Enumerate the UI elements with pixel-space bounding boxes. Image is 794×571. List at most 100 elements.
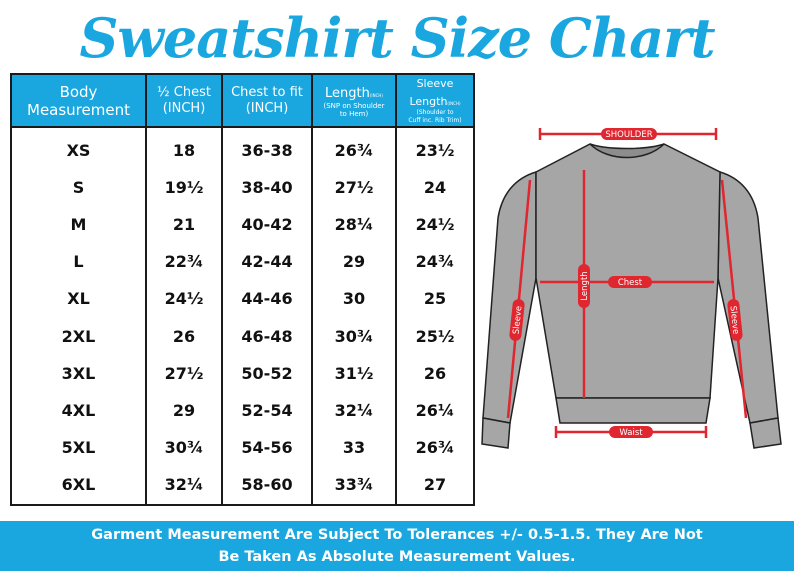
chest-badge [608,276,652,288]
header-label: Body [59,82,98,101]
header-half-chest: ½ Chest (INCH) [147,75,221,126]
table-row: XS 18 36-38 26¾ 23½ [12,132,473,169]
garment-body [535,143,721,399]
size-label: XL [67,289,90,309]
header-note: (Shoulder to [416,109,454,117]
length-label: Length [580,271,590,300]
measurement-cell: 33¾ [334,474,374,494]
measurement-cell: 30 [342,289,366,309]
shoulder-badge [601,128,657,140]
footer-note: Garment Measurement Are Subject To Toler… [0,521,794,571]
footer-line: Garment Measurement Are Subject To Toler… [91,527,703,543]
measurement-cell: 26¾ [415,437,455,457]
header-label: Sleeve [416,76,454,90]
table-row: 3XL 27½ 50-52 31½ 26 [12,355,473,392]
length-badge-group: Length [578,264,590,308]
left-sleeve-line [506,179,532,419]
measurement-cell: 24 [423,178,447,198]
header-label: (INCH) [245,100,289,116]
measurement-cell: 31½ [334,363,374,383]
measurement-cell: 30¾ [164,437,204,457]
sleeve-right-badge-group: Sleeve [727,299,743,341]
right-sleeve [717,170,779,424]
measurement-cell: 32¼ [334,400,374,420]
measurement-cell: 22¾ [164,252,204,272]
measurement-cell: 25½ [415,326,455,346]
sweatshirt-diagram: SHOULDER Chest Length Sleeve Sleeve Wais… [478,118,794,463]
header-note: (SNP on Shoulder [323,101,385,110]
measurement-cell: 30¾ [334,326,374,346]
table-header: Body Measurement ½ Chest (INCH) Chest to… [12,75,473,126]
sleeve-right-badge [727,299,743,341]
header-label: Chest to fit [231,84,303,100]
right-sleeve-line [720,179,748,419]
sleeve-left-badge [509,299,525,341]
measurement-cell: 19½ [164,178,204,198]
chest-label: Chest [618,278,643,288]
measurement-cell: 36-38 [241,141,293,160]
header-note: to Hem) [339,110,369,119]
measurement-cell: 52-54 [241,400,293,420]
size-label: 4XL [61,400,96,420]
measurement-cell: 46-48 [241,326,293,346]
measurement-cell: 38-40 [241,178,293,198]
footer-line: Be Taken As Absolute Measurement Values. [218,549,576,565]
right-cuff [749,417,782,449]
waistband [555,397,711,424]
measurement-cell: 28¼ [334,215,374,235]
size-label: 5XL [61,437,96,457]
header-unit: (INCH) [447,101,461,106]
sleeve-right-label: Sleeve [728,305,741,334]
header-length: Length(INCH) (SNP on Shoulder to Hem) [313,75,395,126]
header-note: Cuff inc. Rib Trim) [408,116,462,124]
measurement-cell: 27 [423,474,447,494]
measurement-cell: 24½ [164,289,204,309]
collar [589,143,665,159]
column-divider [145,75,147,504]
header-label: Length [325,85,370,101]
size-label: S [72,178,85,198]
measurement-cell: 29 [342,252,366,272]
column-divider [221,75,223,504]
header-chest-to-fit: Chest to fit (INCH) [223,75,311,126]
size-label: 2XL [61,326,96,346]
table-row: L 22¾ 42-44 29 24¾ [12,243,473,280]
measurement-cell: 23½ [415,141,455,160]
size-table: Body Measurement ½ Chest (INCH) Chest to… [10,73,475,506]
measurement-cell: 33 [342,437,366,457]
measurement-cell: 26¼ [415,400,455,420]
left-cuff [481,417,511,449]
measurement-cell: 58-60 [241,474,293,494]
measurement-cell: 26 [423,363,447,383]
waist-badge [609,426,653,438]
length-badge [578,264,590,308]
table-row: XL 24½ 44-46 30 25 [12,280,473,317]
measurement-cell: 27½ [164,363,204,383]
measurement-cell: 40-42 [241,215,293,235]
measurement-cell: 27½ [334,178,374,198]
measurement-cell: 32¼ [164,474,204,494]
measurement-cell: 26 [172,326,196,346]
sleeve-left-badge-group: Sleeve [509,299,525,341]
measurement-cell: 24¾ [415,252,455,272]
header-divider [12,126,473,128]
table-row: 4XL 29 52-54 32¼ 26¼ [12,392,473,429]
measurement-cell: 24½ [415,215,455,235]
measurement-cell: 18 [172,141,196,160]
column-divider [395,75,397,504]
size-label: M [70,215,87,235]
table-row: 2XL 26 46-48 30¾ 25½ [12,318,473,355]
measurement-cell: 25 [423,289,447,309]
table-row: 6XL 32¼ 58-60 33¾ 27 [12,466,473,503]
table-row: M 21 40-42 28¼ 24½ [12,206,473,243]
size-label: L [73,252,84,272]
sleeve-left-label: Sleeve [512,305,525,334]
measurement-cell: 54-56 [241,437,293,457]
measurement-cell: 21 [172,215,196,235]
table-row: 5XL 30¾ 54-56 33 26¾ [12,429,473,466]
header-body-measurement: Body Measurement [12,75,145,126]
size-label: 6XL [61,474,96,494]
size-label: XS [66,141,91,160]
header-sleeve-length: Sleeve Length(INCH) (Shoulder to Cuff in… [397,75,473,126]
column-divider [311,75,313,504]
